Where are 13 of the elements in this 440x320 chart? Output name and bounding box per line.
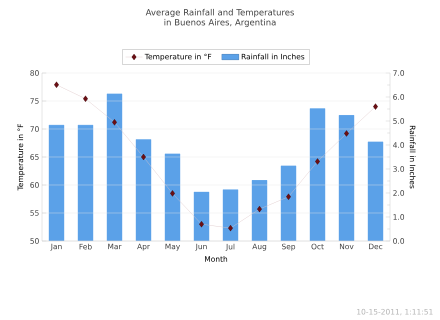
point [112, 119, 117, 126]
point [344, 130, 349, 137]
point [257, 206, 262, 212]
point [286, 194, 291, 200]
point [199, 221, 204, 228]
point [141, 154, 146, 160]
point [228, 224, 233, 232]
chart-title: Average Rainfall and Temperatures in Buenos Aires, Argentina [146, 8, 294, 28]
point [315, 158, 320, 165]
point [83, 96, 88, 102]
point [54, 82, 59, 88]
point [373, 103, 378, 110]
point [170, 190, 175, 197]
